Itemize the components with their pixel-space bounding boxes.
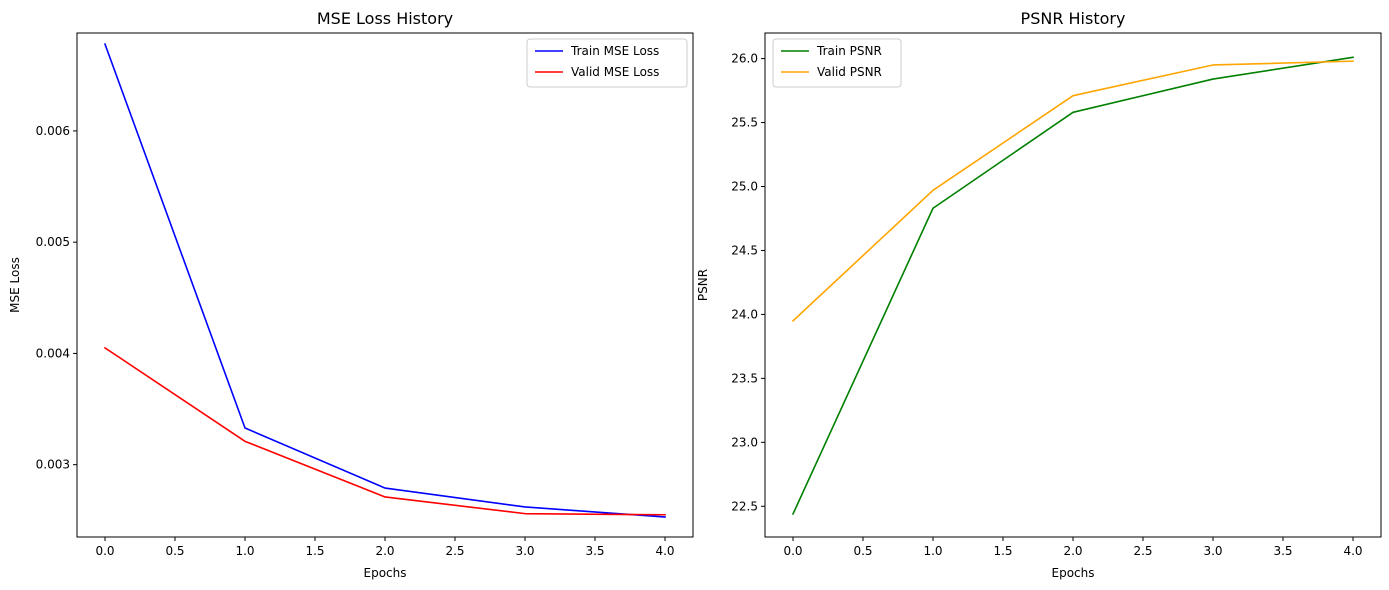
x-tick-label: 3.5 xyxy=(585,544,604,558)
y-axis-label: PSNR xyxy=(696,269,710,301)
legend: Train MSE Loss Valid MSE Loss xyxy=(526,38,688,88)
x-tick-label: 1.5 xyxy=(993,544,1012,558)
x-axis-label: Epochs xyxy=(364,566,407,580)
chart-mse-loss: MSE Loss History 0.0 0.5 1.0 1.5 2.0 2.5 3.0 3.5… xyxy=(8,9,694,580)
x-tick-label: 4.0 xyxy=(655,544,674,558)
chart-title: MSE Loss History xyxy=(317,9,453,28)
y-tick-label: 0.006 xyxy=(36,124,70,138)
chart-psnr: PSNR History 0.0 0.5 1.0 1.5 2.0 2.5 3.0 3.5 4.0 2… xyxy=(696,9,1382,580)
x-tick-label: 0.5 xyxy=(165,544,184,558)
y-axis-label: MSE Loss xyxy=(8,257,22,313)
y-tick-label: 25.0 xyxy=(731,180,758,194)
x-tick-label: 1.0 xyxy=(235,544,254,558)
legend: Train PSNR Valid PSNR xyxy=(772,38,902,88)
x-tick-label: 4.0 xyxy=(1343,544,1362,558)
x-tick-label: 0.5 xyxy=(853,544,872,558)
y-tick-label: 22.5 xyxy=(731,499,758,513)
y-tick-label: 23.0 xyxy=(731,435,758,449)
series-line-valid-mse-loss xyxy=(103,346,666,516)
legend-label: Valid MSE Loss xyxy=(571,65,659,79)
x-tick-label: 2.0 xyxy=(1063,544,1082,558)
chart-title: PSNR History xyxy=(1021,9,1126,28)
x-tick-label: 0.0 xyxy=(783,544,802,558)
x-tick-label: 1.0 xyxy=(923,544,942,558)
plot-frame xyxy=(76,32,694,538)
y-tick-label: 23.5 xyxy=(731,371,758,385)
y-tick-label: 24.5 xyxy=(731,243,758,257)
x-tick-label: 1.5 xyxy=(305,544,324,558)
y-tick-label: 0.003 xyxy=(36,458,70,472)
series-line-train-psnr xyxy=(791,56,1354,516)
y-tick-label: 0.004 xyxy=(36,346,70,360)
y-tick-label: 25.5 xyxy=(731,116,758,130)
y-tick-label: 24.0 xyxy=(731,307,758,321)
legend-label: Train PSNR xyxy=(816,44,882,58)
x-tick-label: 2.0 xyxy=(375,544,394,558)
plot-frame xyxy=(764,32,1382,538)
series-line-valid-psnr xyxy=(791,60,1354,322)
y-tick-label: 0.005 xyxy=(36,235,70,249)
x-tick-label: 2.5 xyxy=(445,544,464,558)
y-tick-label: 26.0 xyxy=(731,52,758,66)
x-axis-label: Epochs xyxy=(1052,566,1095,580)
series-line-train-mse-loss xyxy=(103,43,666,518)
legend-label: Valid PSNR xyxy=(817,65,882,79)
x-tick-label: 0.0 xyxy=(95,544,114,558)
x-tick-label: 3.5 xyxy=(1273,544,1292,558)
legend-box xyxy=(526,38,688,88)
legend-label: Train MSE Loss xyxy=(570,44,659,58)
x-tick-label: 3.0 xyxy=(1203,544,1222,558)
x-tick-label: 3.0 xyxy=(515,544,534,558)
x-tick-label: 2.5 xyxy=(1133,544,1152,558)
